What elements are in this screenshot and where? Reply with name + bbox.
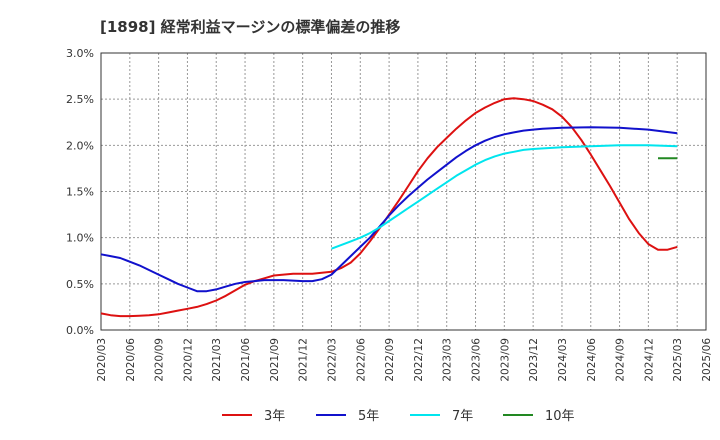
- x-tick-label: 2024/12: [643, 338, 655, 382]
- chart-title: [1898] 経常利益マージンの標準偏差の推移: [100, 18, 401, 36]
- x-tick-label: 2025/06: [701, 338, 713, 382]
- x-tick-label: 2021/12: [298, 338, 310, 382]
- y-tick-label: 1.5%: [66, 186, 94, 199]
- y-tick-label: 1.0%: [66, 232, 94, 245]
- x-tick-label: 2021/09: [269, 338, 281, 382]
- y-tick-label: 0.5%: [66, 278, 94, 291]
- x-tick-label: 2020/09: [154, 338, 166, 382]
- x-tick-label: 2024/06: [586, 338, 598, 382]
- x-tick-label: 2023/06: [471, 338, 483, 382]
- legend-label: 3年: [264, 409, 285, 424]
- x-tick-label: 2022/12: [413, 338, 425, 382]
- legend-label: 5年: [358, 409, 379, 424]
- y-tick-label: 2.5%: [66, 93, 94, 106]
- y-axis-ticks: 0.0% 0.5% 1.0% 1.5% 2.0% 2.5% 3.0%: [66, 47, 94, 337]
- legend: 3年 5年 7年 10年: [222, 409, 575, 424]
- y-tick-label: 3.0%: [66, 47, 94, 60]
- x-tick-label: 2023/03: [442, 338, 454, 382]
- x-tick-label: 2022/09: [384, 338, 396, 382]
- x-tick-label: 2023/12: [528, 338, 540, 382]
- x-axis-ticks: 2020/03 2020/06 2020/09 2020/12 2021/03 2021/…: [96, 338, 713, 382]
- x-tick-label: 2021/06: [240, 338, 252, 382]
- x-tick-label: 2022/06: [355, 338, 367, 382]
- series-line: [331, 144, 678, 250]
- x-tick-label: 2024/03: [557, 338, 569, 382]
- x-tick-label: 2020/06: [125, 338, 137, 382]
- legend-label: 10年: [545, 409, 575, 424]
- x-tick-label: 2024/09: [615, 338, 627, 382]
- plot-frame: [100, 52, 707, 331]
- series-line: [100, 126, 678, 293]
- y-tick-label: 0.0%: [66, 324, 94, 337]
- y-tick-label: 2.0%: [66, 139, 94, 152]
- x-tick-label: 2021/03: [211, 338, 223, 382]
- x-tick-label: 2020/12: [182, 338, 194, 382]
- x-tick-label: 2025/03: [672, 338, 684, 382]
- legend-label: 7年: [452, 409, 473, 424]
- x-tick-label: 2023/09: [499, 338, 511, 382]
- series-lines: [100, 97, 678, 318]
- x-tick-label: 2020/03: [96, 338, 108, 382]
- x-tick-label: 2022/03: [326, 338, 338, 382]
